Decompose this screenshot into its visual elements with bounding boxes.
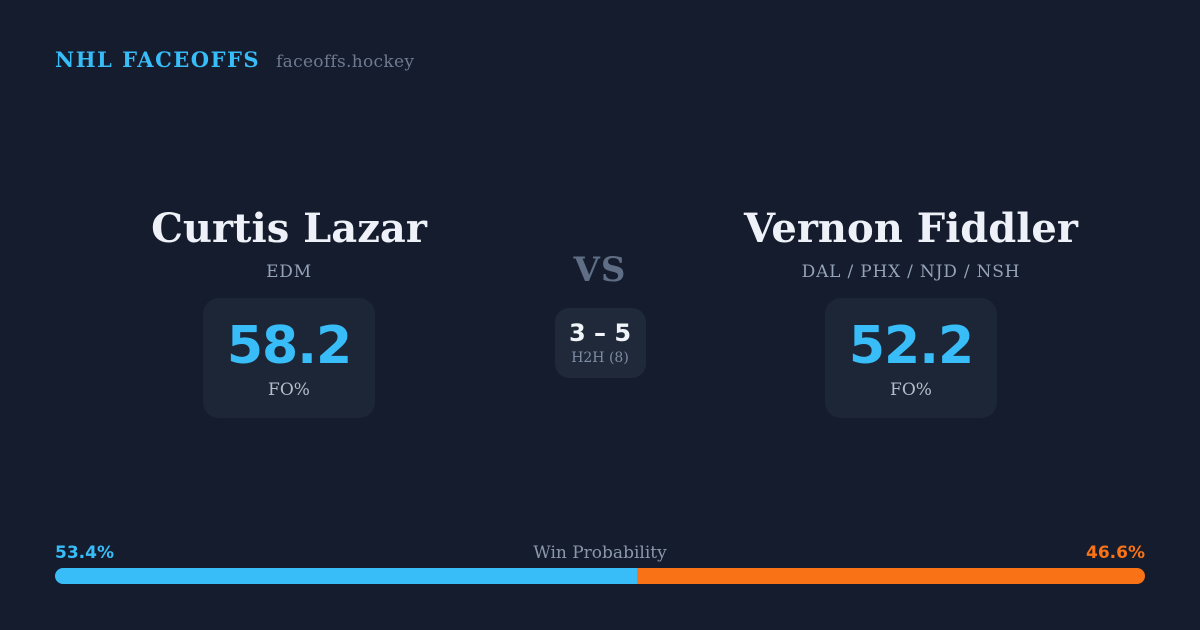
win-probability-labels: Win Probability 53.4% 46.6%: [55, 541, 1145, 565]
win-probability-title: Win Probability: [533, 543, 667, 563]
player-left-stat-card: 58.2 FO%: [203, 298, 375, 418]
win-probability-bar: [55, 568, 1145, 584]
win-probability-right-pct: 46.6%: [1086, 543, 1145, 563]
player-left-section: Curtis Lazar EDM 58.2 FO%: [109, 205, 469, 418]
player-right-section: Vernon Fiddler DAL / PHX / NJD / NSH 52.…: [731, 205, 1091, 418]
brand-domain: faceoffs.hockey: [276, 52, 415, 72]
win-bar-left-segment: [55, 568, 638, 584]
player-right-stat-label: FO%: [890, 380, 932, 400]
win-probability-left-pct: 53.4%: [55, 543, 114, 563]
brand-title: NHL FACEOFFS: [55, 47, 261, 72]
h2h-score: 3 – 5: [568, 319, 632, 347]
win-bar-right-segment: [637, 568, 1145, 584]
vs-label: VS: [573, 250, 627, 290]
player-left-name: Curtis Lazar: [151, 205, 427, 252]
player-right-stat-card: 52.2 FO%: [825, 298, 997, 418]
player-left-teams: EDM: [266, 262, 312, 282]
player-right-teams: DAL / PHX / NJD / NSH: [801, 262, 1021, 282]
player-right-name: Vernon Fiddler: [744, 205, 1078, 252]
h2h-label: H2H (8): [571, 350, 629, 366]
player-left-stat-label: FO%: [268, 380, 310, 400]
versus-section: VS 3 – 5 H2H (8): [490, 250, 710, 378]
player-right-fo-pct: 52.2: [848, 316, 974, 376]
player-left-fo-pct: 58.2: [226, 316, 352, 376]
h2h-card: 3 – 5 H2H (8): [554, 308, 646, 378]
header: NHL FACEOFFS faceoffs.hockey: [55, 47, 414, 72]
